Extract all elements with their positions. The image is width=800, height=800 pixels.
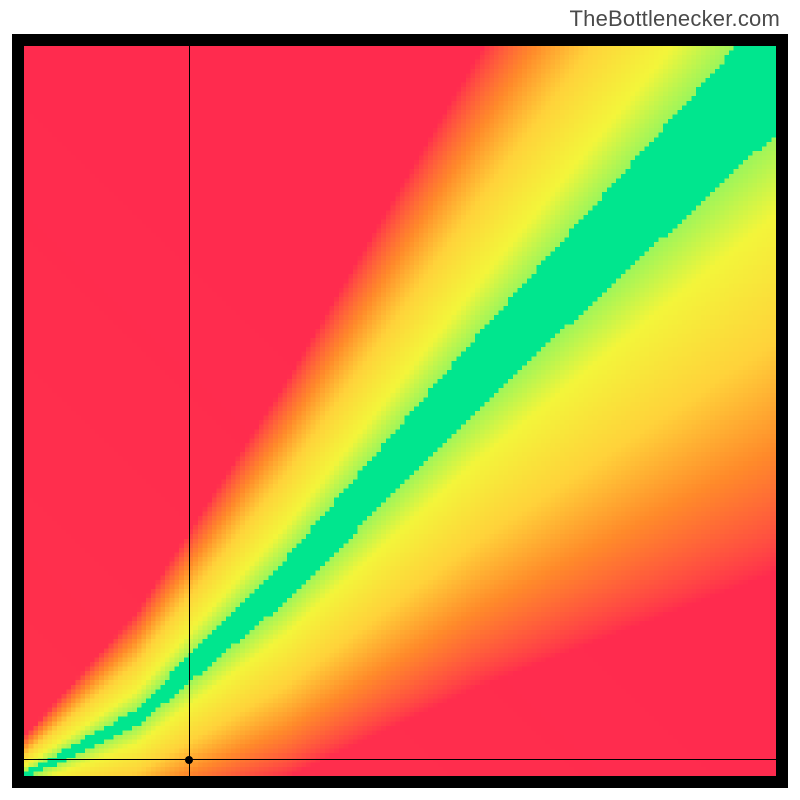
crosshair-horizontal bbox=[24, 759, 776, 760]
plot-area bbox=[24, 46, 776, 776]
watermark-text: TheBottlenecker.com bbox=[570, 6, 780, 32]
bottleneck-heatmap bbox=[24, 46, 776, 776]
crosshair-vertical bbox=[189, 46, 190, 776]
chart-frame bbox=[12, 34, 788, 788]
